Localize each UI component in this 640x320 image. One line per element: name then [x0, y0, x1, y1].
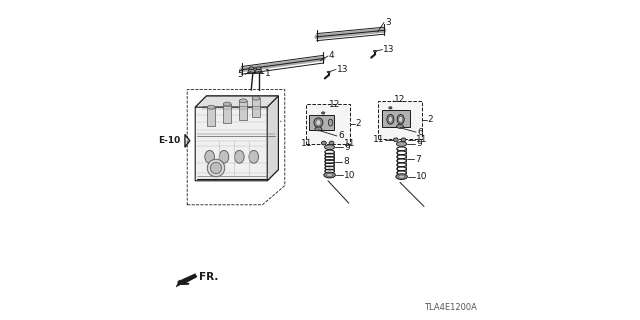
Ellipse shape [207, 105, 215, 109]
Ellipse shape [321, 112, 325, 114]
Text: 12: 12 [329, 100, 340, 109]
Bar [207, 107, 215, 126]
Ellipse shape [211, 162, 221, 173]
Text: 10: 10 [416, 172, 428, 181]
Bar [306, 104, 351, 144]
Text: 11: 11 [344, 139, 355, 148]
Ellipse shape [387, 115, 394, 124]
Text: 6: 6 [338, 132, 344, 140]
Text: 12: 12 [394, 95, 406, 104]
Text: 2: 2 [356, 119, 362, 129]
Ellipse shape [398, 175, 405, 178]
Ellipse shape [394, 138, 398, 142]
Ellipse shape [324, 145, 335, 149]
Text: 11: 11 [372, 135, 384, 144]
Text: 6: 6 [417, 128, 422, 137]
Polygon shape [309, 115, 334, 130]
Text: 11: 11 [416, 135, 427, 144]
Ellipse shape [374, 50, 377, 52]
Text: 13: 13 [383, 45, 394, 54]
Polygon shape [247, 69, 255, 74]
Bar [252, 98, 260, 117]
Ellipse shape [397, 124, 404, 128]
Ellipse shape [207, 159, 225, 177]
Ellipse shape [321, 141, 326, 145]
Ellipse shape [223, 102, 231, 106]
Ellipse shape [326, 173, 333, 177]
Polygon shape [195, 96, 278, 181]
Text: 4: 4 [329, 52, 335, 60]
Text: 11: 11 [301, 139, 312, 148]
Polygon shape [268, 96, 278, 181]
Text: 9: 9 [416, 140, 422, 148]
Ellipse shape [399, 116, 403, 122]
Text: E-10: E-10 [158, 136, 180, 145]
Ellipse shape [401, 138, 406, 142]
Text: 7: 7 [415, 155, 421, 164]
Ellipse shape [205, 150, 214, 163]
Ellipse shape [329, 141, 334, 145]
Text: 8: 8 [344, 157, 349, 166]
Text: 3: 3 [385, 18, 390, 27]
Ellipse shape [396, 174, 408, 180]
Bar [223, 104, 231, 123]
Ellipse shape [249, 150, 259, 163]
Polygon shape [383, 110, 410, 127]
Text: 9: 9 [344, 143, 349, 152]
Ellipse shape [249, 67, 254, 69]
Ellipse shape [219, 150, 229, 163]
Ellipse shape [256, 67, 261, 69]
Text: 1: 1 [265, 69, 271, 78]
Bar [239, 101, 247, 120]
Text: TLA4E1200A: TLA4E1200A [424, 303, 477, 312]
Bar [378, 101, 422, 139]
Text: 13: 13 [337, 65, 348, 74]
Ellipse shape [327, 71, 330, 73]
Polygon shape [255, 69, 262, 74]
Text: 10: 10 [344, 171, 355, 180]
Ellipse shape [397, 141, 407, 147]
Ellipse shape [239, 99, 247, 103]
Ellipse shape [252, 96, 260, 100]
Ellipse shape [397, 115, 404, 124]
Ellipse shape [314, 118, 323, 127]
Ellipse shape [324, 172, 335, 178]
Ellipse shape [234, 150, 244, 163]
Text: FR.: FR. [200, 272, 219, 282]
Polygon shape [195, 96, 278, 107]
Polygon shape [176, 280, 184, 287]
Ellipse shape [316, 120, 321, 125]
Ellipse shape [388, 107, 392, 109]
Ellipse shape [328, 119, 333, 126]
Polygon shape [178, 274, 197, 285]
Text: 5: 5 [237, 70, 243, 79]
Ellipse shape [388, 116, 392, 122]
Text: 2: 2 [428, 116, 433, 124]
Ellipse shape [315, 127, 322, 131]
